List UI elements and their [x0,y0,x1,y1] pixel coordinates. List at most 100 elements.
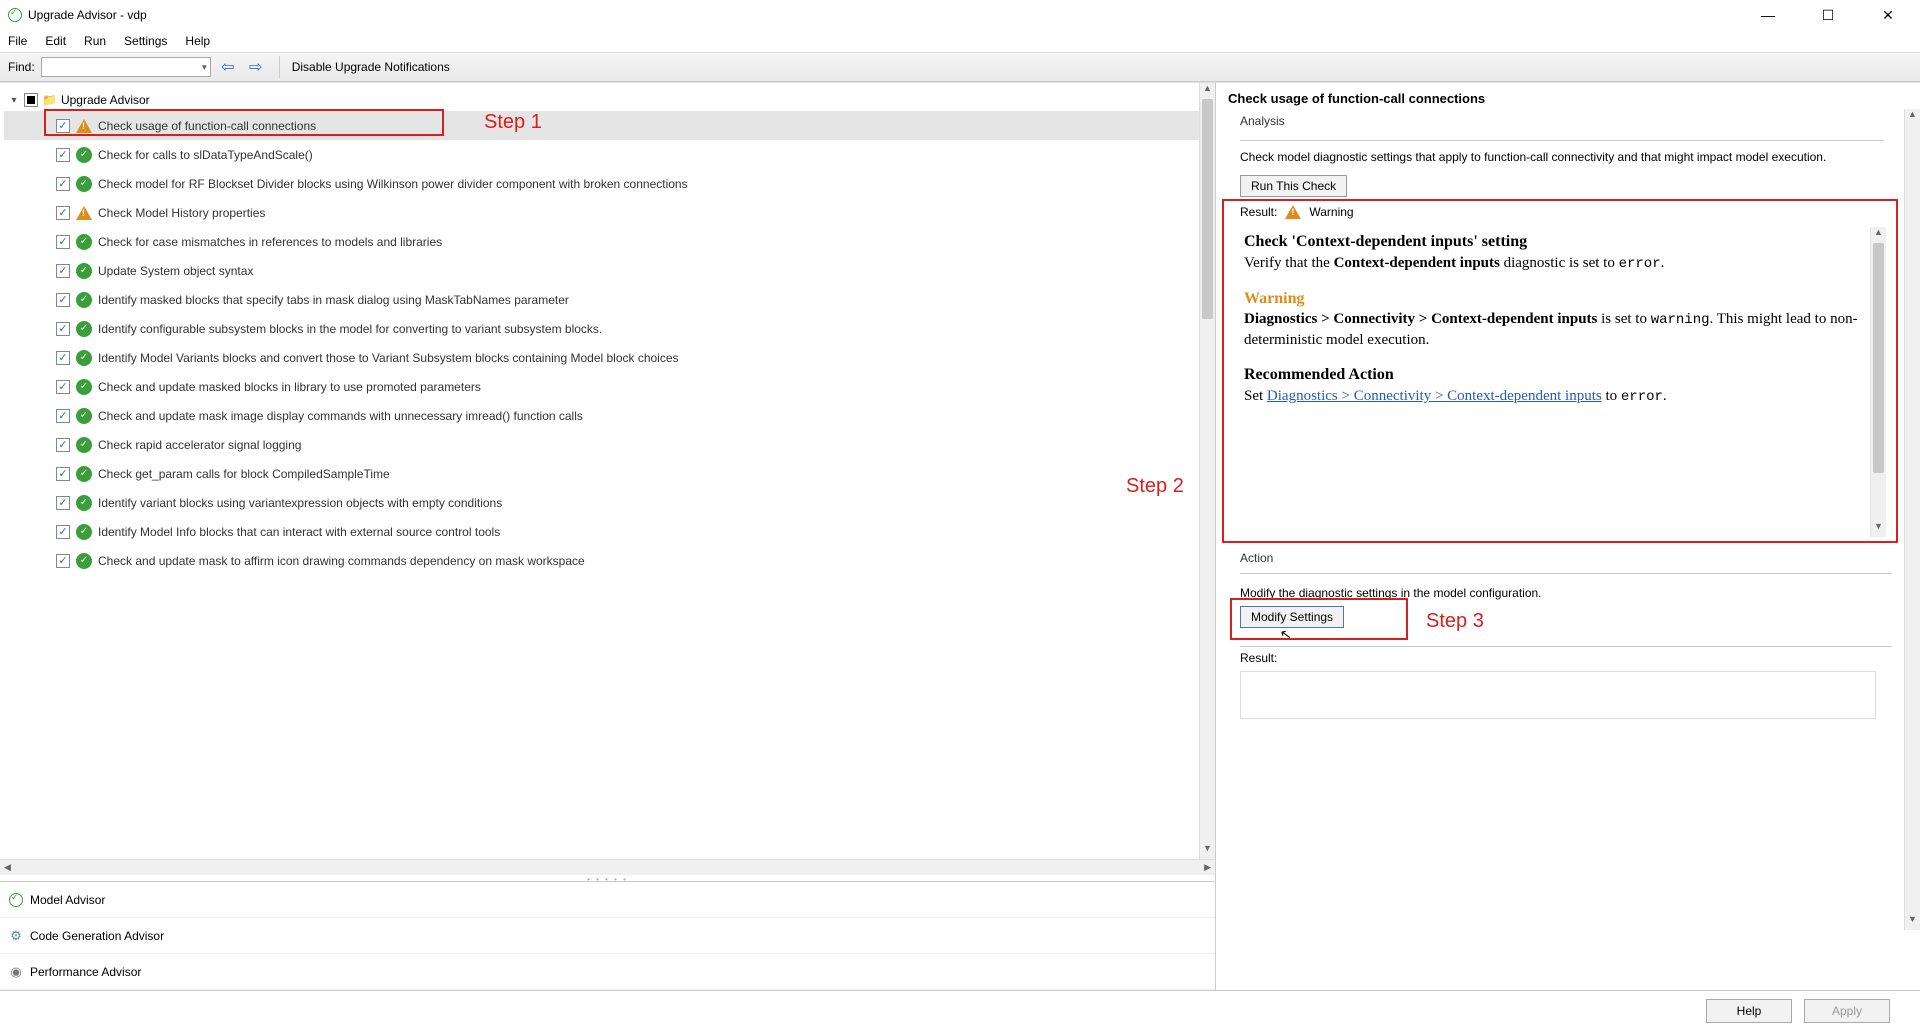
hscroll-left-icon[interactable]: ◀ [4,862,11,873]
disable-notifications-link[interactable]: Disable Upgrade Notifications [292,60,450,74]
check-label: Check and update mask image display comm… [98,409,583,423]
scroll-up-icon[interactable]: ▲ [1200,83,1215,99]
checkbox[interactable]: ✓ [56,322,70,336]
collapse-icon[interactable]: ▾ [8,95,20,106]
menu-run[interactable]: Run [84,34,106,48]
result-text: is set to [1597,311,1650,327]
check-row[interactable]: ✓✓Identify configurable subsystem blocks… [4,314,1215,343]
advisor-model-label: Model Advisor [30,893,105,907]
checkbox[interactable]: ✓ [56,409,70,423]
result-mono: warning [1651,312,1710,328]
folder-icon: 📁 [42,93,57,107]
divider [1240,140,1884,141]
checkbox[interactable]: ✓ [56,206,70,220]
result-scrollbar[interactable]: ▲ ▼ [1870,227,1886,537]
pass-icon: ✓ [76,263,92,279]
apply-button[interactable]: Apply [1804,999,1890,1023]
check-row[interactable]: ✓Check Model History properties [4,198,1215,227]
warning-heading: Warning [1244,290,1304,307]
checkbox[interactable]: ✓ [56,525,70,539]
result-explanation: Check 'Context-dependent inputs' setting… [1240,227,1886,537]
menu-help[interactable]: Help [185,34,210,48]
checkbox[interactable]: ✓ [56,467,70,481]
horizontal-scrollbar[interactable]: ◀ ▶ [0,859,1215,875]
checkbox[interactable]: ✓ [56,148,70,162]
check-row[interactable]: ✓✓Identify masked blocks that specify ta… [4,285,1215,314]
check-label: Check rapid accelerator signal logging [98,438,301,452]
checkbox[interactable]: ✓ [56,496,70,510]
scroll-thumb[interactable] [1873,243,1884,473]
recommended-heading: Recommended Action [1244,366,1394,383]
step1-annotation-label: Step 1 [484,111,542,134]
result2-box [1240,671,1876,719]
menu-settings[interactable]: Settings [124,34,167,48]
check-row[interactable]: ✓✓Check get_param calls for block Compil… [4,459,1215,488]
check-label: Identify Model Info blocks that can inte… [98,525,500,539]
warning-icon [76,119,92,133]
check-row[interactable]: ✓✓Check for calls to slDataTypeAndScale(… [4,140,1215,169]
minimize-button[interactable]: — [1750,7,1786,24]
check-row[interactable]: ✓✓Identify variant blocks using variante… [4,488,1215,517]
scroll-down-icon[interactable]: ▼ [1905,914,1920,930]
advisor-performance[interactable]: ◉ Performance Advisor [0,954,1215,990]
pass-icon: ✓ [76,379,92,395]
check-label: Check for case mismatches in references … [98,235,442,249]
check-label: Identify masked blocks that specify tabs… [98,293,569,307]
find-input[interactable]: ▾ [41,57,211,77]
tree-scrollbar[interactable]: ▲ ▼ [1199,83,1215,859]
check-row[interactable]: ✓✓Check model for RF Blockset Divider bl… [4,169,1215,198]
find-prev-icon[interactable]: ⇦ [217,56,239,78]
checkbox[interactable]: ✓ [56,438,70,452]
checkbox[interactable]: ✓ [56,177,70,191]
tree-root[interactable]: ▾ 📁 Upgrade Advisor [4,89,1215,111]
app-icon [8,8,22,22]
scroll-thumb[interactable] [1202,99,1213,319]
check-row[interactable]: ✓✓Check and update mask image display co… [4,401,1215,430]
right-scrollbar[interactable]: ▲ ▼ [1904,109,1920,930]
content: ▾ 📁 Upgrade Advisor ✓Check usage of func… [0,82,1920,990]
checkbox[interactable]: ✓ [56,351,70,365]
dropdown-icon[interactable]: ▾ [202,62,207,73]
pass-icon: ✓ [76,147,92,163]
check-label: Identify Model Variants blocks and conve… [98,351,679,365]
hscroll-right-icon[interactable]: ▶ [1204,862,1211,873]
checkbox[interactable]: ✓ [56,235,70,249]
advisor-model[interactable]: Model Advisor [0,882,1215,918]
check-row[interactable]: ✓ ✓ Identify Model Variants blocks and con… [4,343,1215,372]
check-row[interactable]: ✓Check usage of function-call connection… [4,111,1215,140]
run-check-button[interactable]: Run This Check [1240,175,1347,197]
check-row[interactable]: ✓✓Check rapid accelerator signal logging [4,430,1215,459]
result-text: diagnostic is set to [1500,255,1619,271]
check-row[interactable]: ✓✓Check and update mask to affirm icon d… [4,546,1215,575]
check-row[interactable]: ✓✓Update System object syntax [4,256,1215,285]
modify-settings-button[interactable]: Modify Settings [1240,606,1344,628]
right-panel: Check usage of function-call connections… [1216,83,1920,990]
menu-edit[interactable]: Edit [45,34,66,48]
advisor-performance-label: Performance Advisor [30,965,141,979]
find-next-icon[interactable]: ⇨ [245,56,267,78]
tree-list: ▾ 📁 Upgrade Advisor ✓Check usage of func… [0,83,1215,575]
close-button[interactable]: ✕ [1870,7,1906,24]
root-checkbox[interactable] [24,93,38,107]
diagnostic-link[interactable]: Diagnostics > Connectivity > Context-dep… [1267,388,1602,404]
advisor-codegen[interactable]: ⚙ Code Generation Advisor [0,918,1215,954]
checkbox[interactable]: ✓ [56,119,70,133]
scroll-up-icon[interactable]: ▲ [1905,109,1920,125]
scroll-down-icon[interactable]: ▼ [1871,521,1886,537]
action-header: Action [1228,551,1892,565]
help-button[interactable]: Help [1706,999,1792,1023]
scroll-down-icon[interactable]: ▼ [1200,843,1215,859]
pass-icon: ✓ [76,350,92,366]
checkbox[interactable]: ✓ [56,554,70,568]
scroll-up-icon[interactable]: ▲ [1871,227,1886,243]
menu-file[interactable]: File [8,34,27,48]
check-row[interactable]: ✓✓Check and update masked blocks in libr… [4,372,1215,401]
check-row[interactable]: ✓✓Identify Model Info blocks that can in… [4,517,1215,546]
advisors-list: Model Advisor ⚙ Code Generation Advisor … [0,881,1215,990]
checkbox[interactable]: ✓ [56,380,70,394]
checkbox[interactable]: ✓ [56,293,70,307]
check-row[interactable]: ✓✓Check for case mismatches in reference… [4,227,1215,256]
maximize-button[interactable]: ☐ [1810,7,1846,24]
checkbox[interactable]: ✓ [56,264,70,278]
pass-icon: ✓ [76,176,92,192]
